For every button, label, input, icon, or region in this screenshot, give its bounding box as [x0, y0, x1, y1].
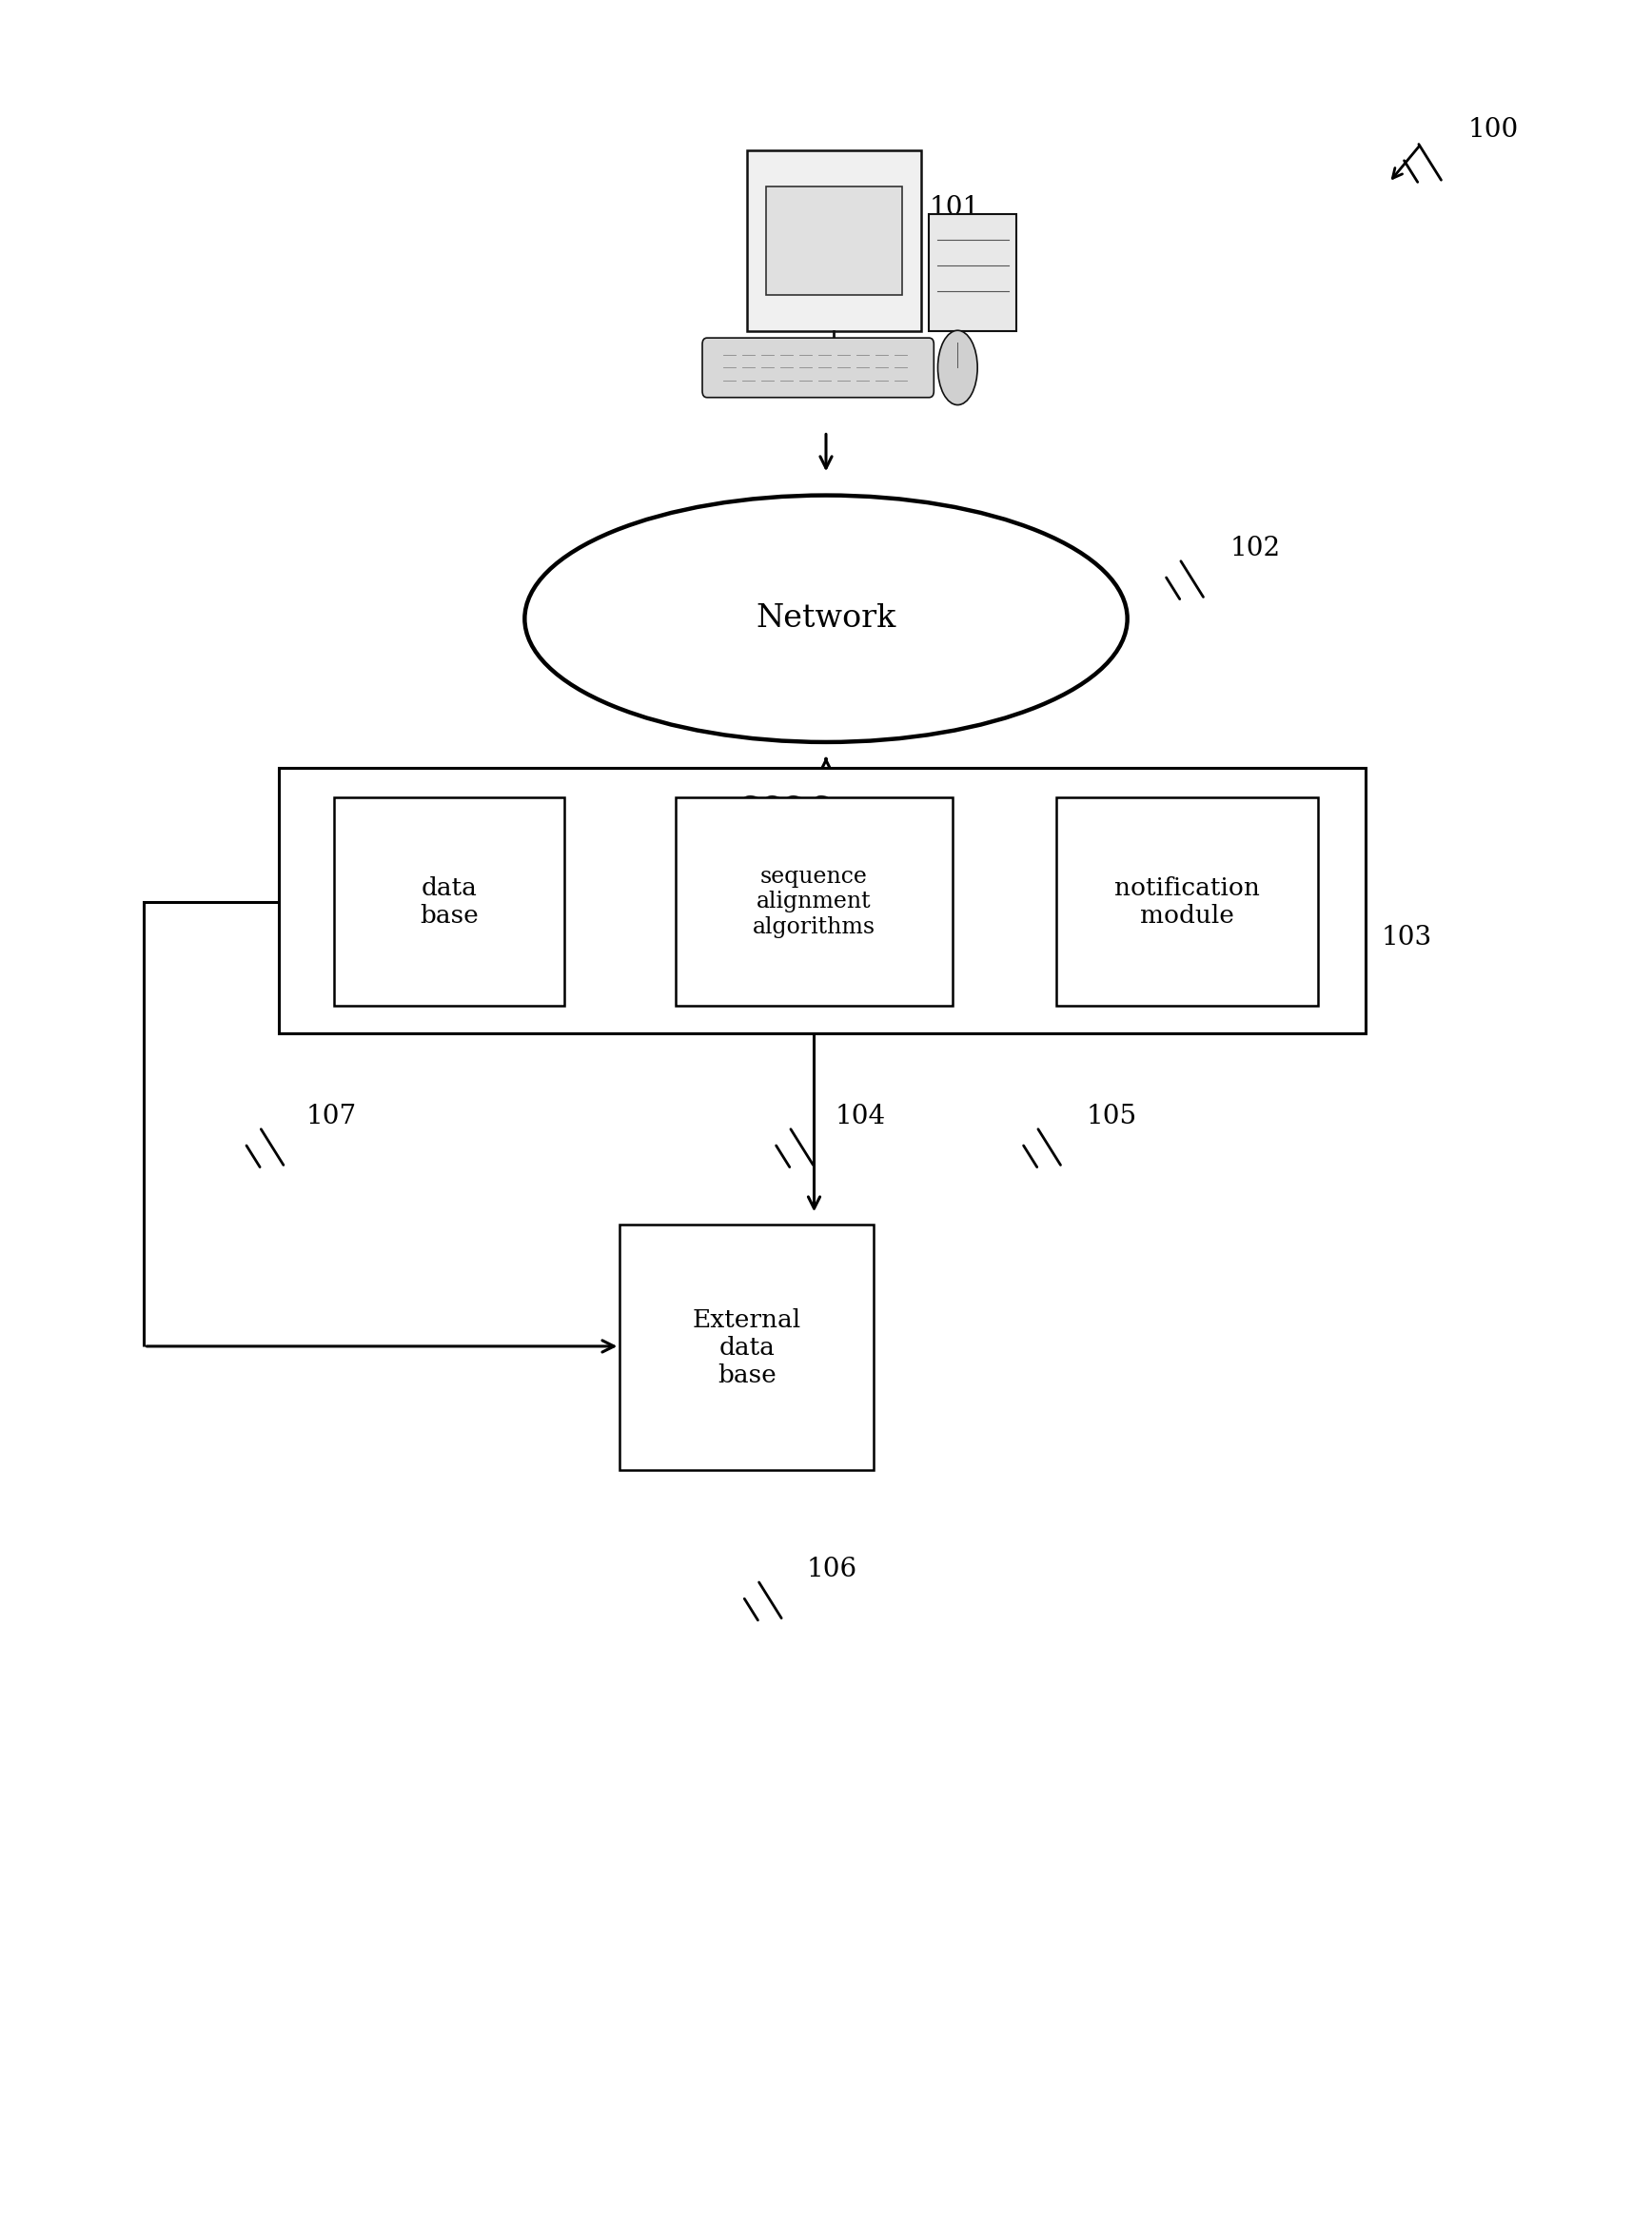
Bar [279, 767, 1365, 1033]
Text: External
data
base: External data base [692, 1307, 801, 1387]
Text: 102: 102 [1231, 536, 1280, 561]
Text: sequence
alignment
algorithms: sequence alignment algorithms [753, 866, 876, 937]
FancyBboxPatch shape [702, 337, 933, 397]
Text: 105: 105 [1085, 1104, 1137, 1130]
Text: 107: 107 [306, 1104, 357, 1130]
Text: Network: Network [757, 603, 895, 634]
Text: 103: 103 [1381, 924, 1432, 951]
Text: notification
module: notification module [1113, 875, 1259, 926]
Text: 104: 104 [836, 1104, 885, 1130]
Text: data
base: data base [420, 875, 479, 926]
Bar [747, 151, 922, 332]
Bar [928, 215, 1016, 332]
Ellipse shape [525, 496, 1127, 742]
Bar [620, 1225, 874, 1469]
Text: 106: 106 [806, 1558, 857, 1582]
Bar [334, 798, 565, 1006]
Text: GCC Server: GCC Server [738, 796, 905, 822]
Ellipse shape [938, 330, 978, 406]
Bar [1056, 798, 1318, 1006]
Bar [676, 798, 953, 1006]
Text: 100: 100 [1469, 117, 1518, 142]
Text: 101: 101 [928, 195, 980, 222]
Bar [767, 186, 902, 295]
